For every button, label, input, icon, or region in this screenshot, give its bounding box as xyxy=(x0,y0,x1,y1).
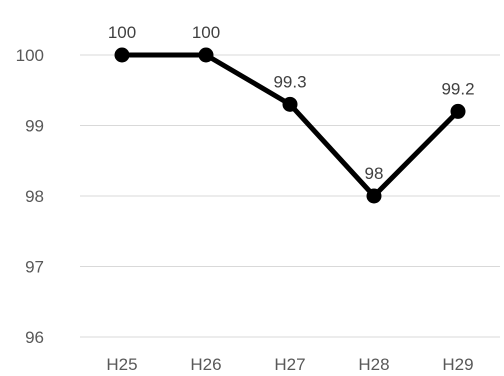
data-label: 99.2 xyxy=(441,79,474,98)
data-point xyxy=(366,188,382,204)
y-axis-tick-labels: 96 97 98 99 100 xyxy=(16,46,44,347)
data-point xyxy=(282,96,298,112)
data-label: 99.3 xyxy=(273,72,306,91)
x-tick-label: H27 xyxy=(274,355,305,374)
data-label: 98 xyxy=(365,164,384,183)
data-point xyxy=(450,103,466,119)
x-tick-label: H28 xyxy=(358,355,389,374)
y-tick-label: 99 xyxy=(25,117,44,136)
x-tick-label: H26 xyxy=(190,355,221,374)
y-tick-label: 100 xyxy=(16,46,44,65)
x-tick-label: H25 xyxy=(106,355,137,374)
y-tick-label: 96 xyxy=(25,328,44,347)
y-tick-label: 97 xyxy=(25,258,44,277)
data-label: 100 xyxy=(108,23,136,42)
y-tick-label: 98 xyxy=(25,187,44,206)
x-tick-label: H29 xyxy=(442,355,473,374)
data-label: 100 xyxy=(192,23,220,42)
data-labels: 100 100 99.3 98 99.2 xyxy=(108,23,475,183)
x-axis-tick-labels: H25 H26 H27 H28 H29 xyxy=(106,355,473,374)
data-point xyxy=(198,47,214,63)
data-point xyxy=(114,47,130,63)
data-points xyxy=(114,47,466,204)
